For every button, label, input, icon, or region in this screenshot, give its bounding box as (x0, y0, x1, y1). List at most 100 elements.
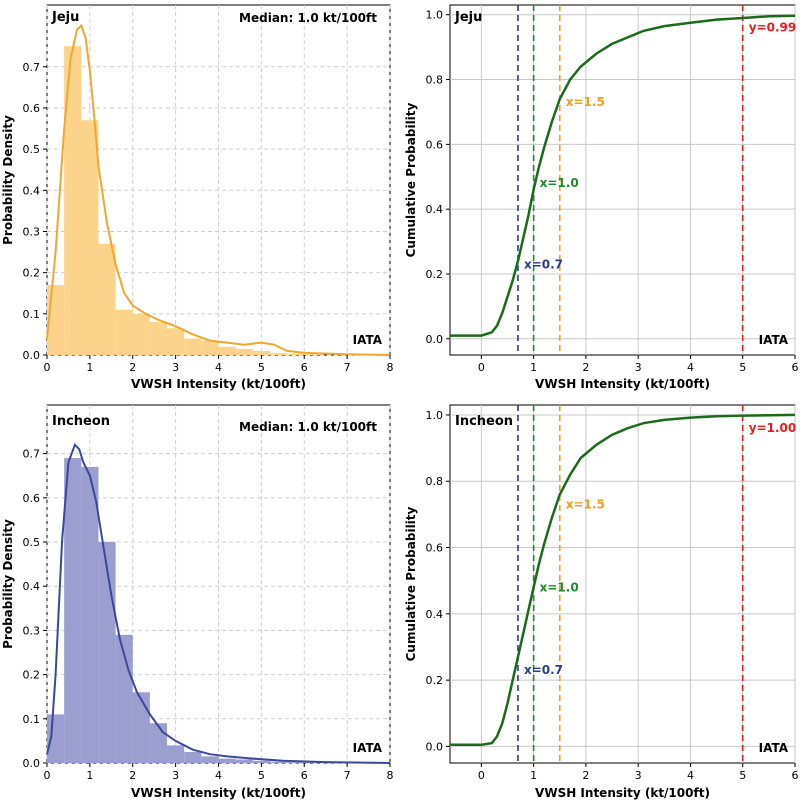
median-annotation: Median: 1.0 kt/100ft (239, 420, 377, 434)
cdf-curve (450, 14, 796, 337)
y-tick-label: 0.1 (23, 308, 41, 321)
y-tick-label: 0.4 (426, 608, 444, 621)
grid (450, 5, 796, 355)
y-tick-label: 0.4 (23, 580, 41, 593)
y-tick-label: 0.8 (426, 74, 444, 87)
x-tick-label: 7 (344, 361, 351, 374)
histogram-bar (167, 745, 185, 763)
x-tick-label: 2 (582, 361, 589, 374)
x-tick-label: 1 (530, 361, 537, 374)
y-ticks: 0.0 0.1 0.2 0.3 0.4 0.5 0.6 0.7 (23, 61, 47, 362)
location-label: Incheon (455, 414, 513, 429)
y-tick-label: 0.6 (23, 102, 41, 115)
panel-incheon-pdf: 0 1 2 3 4 5 6 7 8 0.0 0.1 0.2 0.3 0.4 0.5 0.6 0.7 Inche… (1, 404, 394, 800)
x-tick-label: 6 (792, 361, 799, 374)
x-tick-label: 3 (172, 769, 179, 782)
median-annotation: Median: 1.0 kt/100ft (239, 11, 377, 25)
y-ticks: 0.0 0.2 0.4 0.6 0.8 1.0 (426, 409, 450, 753)
x-tick-label: 0 (44, 361, 51, 374)
y-axis-label: Probability Density (1, 115, 15, 245)
kde-curve (46, 23, 391, 356)
x-tick-label: 6 (301, 361, 308, 374)
y-tick-label: 0.6 (426, 138, 444, 151)
x-ticks: 0 1 2 3 4 5 6 7 8 (44, 763, 394, 782)
histogram-bar (64, 458, 82, 763)
histogram-bar (201, 756, 219, 763)
x-tick-label: 1 (86, 769, 93, 782)
location-label: Jeju (454, 10, 482, 25)
histogram-bar (304, 354, 322, 355)
y-tick-label: 0.0 (426, 333, 444, 346)
histogram-bar (235, 759, 253, 763)
y-tick-label: 0.3 (23, 225, 41, 238)
histogram-bar (184, 338, 202, 355)
y-ticks: 0.0 0.1 0.2 0.3 0.4 0.5 0.6 0.7 (23, 448, 47, 770)
y-tick-label: 0.5 (23, 143, 41, 156)
x-axis-label: VWSH Intensity (kt/100ft) (535, 786, 710, 800)
y-tick-label: 0.4 (426, 203, 444, 216)
y-tick-label: 0.0 (426, 740, 444, 753)
histogram-bar (132, 313, 150, 355)
y-tick-label: 0.0 (23, 349, 41, 362)
y-axis-label: Cumulative Probability (404, 102, 418, 257)
x-tick-label: 2 (129, 361, 136, 374)
histogram-bar (269, 761, 288, 763)
x-tick-label: 6 (792, 769, 799, 782)
y-tick-label: 0.2 (23, 669, 41, 682)
reference-label: y=1.00 (749, 421, 796, 435)
histogram-bar (81, 466, 99, 763)
x-tick-label: 2 (129, 769, 136, 782)
x-tick-label: 4 (215, 769, 222, 782)
location-label: Incheon (52, 414, 110, 429)
y-tick-label: 0.2 (426, 268, 444, 281)
x-tick-label: 1 (86, 361, 93, 374)
x-tick-label: 4 (687, 769, 694, 782)
x-tick-label: 0 (478, 361, 485, 374)
histogram-bar (218, 758, 236, 763)
x-tick-label: 3 (635, 769, 642, 782)
reference-label: x=0.7 (524, 257, 563, 271)
x-tick-label: 1 (530, 769, 537, 782)
histogram-bar (167, 328, 185, 355)
x-tick-label: 7 (344, 769, 351, 782)
histogram-bar (201, 340, 219, 355)
y-tick-label: 0.3 (23, 624, 41, 637)
reference-labels: x=0.7 x=1.0 x=1.5 y=1.00 (524, 421, 796, 677)
x-tick-label: 5 (739, 769, 746, 782)
y-tick-label: 0.8 (426, 475, 444, 488)
y-tick-label: 0.2 (23, 267, 41, 280)
histogram-bar (98, 243, 116, 355)
reference-label: x=0.7 (524, 663, 563, 677)
x-tick-label: 2 (582, 769, 589, 782)
reference-label: y=0.99 (749, 21, 796, 35)
reference-label: x=1.5 (566, 95, 605, 109)
x-tick-label: 4 (215, 361, 222, 374)
y-tick-label: 0.6 (23, 492, 41, 505)
x-tick-label: 6 (301, 769, 308, 782)
x-tick-label: 0 (478, 769, 485, 782)
histogram-bar (64, 46, 82, 355)
iata-label: IATA (353, 741, 383, 755)
location-label: Jeju (51, 10, 79, 25)
reference-label: x=1.0 (540, 580, 579, 594)
iata-label: IATA (759, 333, 789, 347)
reference-lines (517, 5, 744, 355)
histogram-bar (252, 350, 270, 355)
x-ticks: 0 1 2 3 4 5 6 7 8 (44, 355, 394, 374)
kde-curve (46, 442, 391, 764)
histogram-bar (287, 353, 305, 355)
x-tick-label: 3 (172, 361, 179, 374)
histogram-bar (149, 322, 168, 355)
y-axis-label: Probability Density (1, 519, 15, 649)
histogram-bar (218, 346, 236, 355)
y-tick-label: 0.4 (23, 184, 41, 197)
cdf-curve (450, 413, 796, 747)
x-tick-label: 5 (258, 361, 265, 374)
x-tick-label: 0 (44, 769, 51, 782)
x-tick-label: 5 (739, 361, 746, 374)
y-tick-label: 0.6 (426, 542, 444, 555)
y-tick-label: 1.0 (426, 9, 444, 22)
y-tick-label: 0.7 (23, 61, 41, 74)
